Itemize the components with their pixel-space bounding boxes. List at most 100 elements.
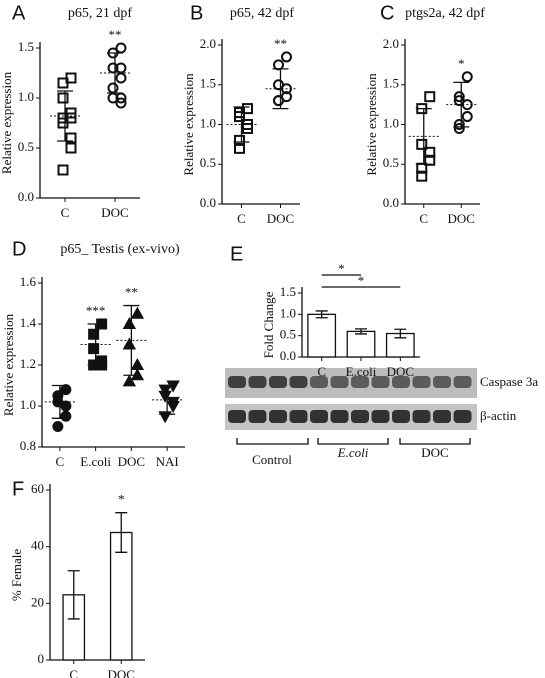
y-tick-label: 0.5 bbox=[383, 155, 399, 170]
blot-band bbox=[392, 376, 410, 388]
error-bar bbox=[233, 106, 250, 143]
x-tick-label: C bbox=[69, 667, 78, 678]
y-tick-label: 20 bbox=[31, 594, 44, 609]
error-bar bbox=[123, 304, 140, 376]
y-tick-label: 1.4 bbox=[20, 315, 37, 330]
error-bar bbox=[415, 107, 432, 165]
blot-band bbox=[433, 376, 451, 388]
data-point bbox=[273, 95, 284, 107]
y-tick-label: 0.5 bbox=[280, 327, 296, 342]
y-tick-label: 1.6 bbox=[20, 274, 37, 289]
blot-row-label: β-actin bbox=[480, 408, 517, 423]
y-tick-label: 0.0 bbox=[200, 195, 216, 210]
error-bar bbox=[115, 512, 128, 553]
chart-title: ptgs2a, 42 dpf bbox=[405, 6, 485, 21]
blot-band bbox=[330, 376, 349, 388]
y-tick-label: 1.0 bbox=[383, 115, 399, 130]
data-point bbox=[122, 374, 137, 387]
data-point bbox=[453, 119, 465, 130]
error-bar bbox=[315, 310, 328, 319]
y-tick-label: 1.5 bbox=[280, 284, 296, 299]
y-tick-label: 0.0 bbox=[280, 348, 296, 363]
panel-letter: B bbox=[190, 2, 203, 24]
blot-band bbox=[371, 410, 390, 423]
significance-label: ** bbox=[274, 36, 287, 51]
data-point bbox=[115, 97, 127, 109]
group-bracket bbox=[399, 438, 471, 445]
error-bar bbox=[272, 68, 289, 110]
significance-label: * bbox=[338, 261, 345, 276]
data-point bbox=[60, 400, 72, 412]
significance-label: ** bbox=[125, 285, 138, 300]
error-bar bbox=[394, 328, 407, 339]
data-point bbox=[130, 357, 145, 370]
x-tick-label: DOC bbox=[108, 667, 135, 678]
x-tick-label: DOC bbox=[448, 211, 475, 226]
x-tick-label: C bbox=[419, 211, 428, 226]
data-point bbox=[453, 122, 465, 134]
error-bar bbox=[67, 570, 80, 620]
y-tick-label: 40 bbox=[31, 538, 44, 553]
data-point bbox=[60, 410, 72, 422]
data-point bbox=[416, 170, 428, 182]
data-point bbox=[234, 111, 245, 123]
data-point bbox=[234, 142, 245, 154]
data-point bbox=[461, 111, 473, 123]
axis bbox=[41, 277, 185, 448]
blot-band bbox=[330, 410, 349, 423]
data-point bbox=[242, 122, 253, 134]
panel-letter: F bbox=[12, 478, 24, 500]
data-point bbox=[424, 91, 436, 103]
y-tick-label: 1.2 bbox=[20, 356, 36, 371]
blot-band bbox=[412, 376, 431, 388]
blot-band bbox=[269, 410, 287, 423]
panel-letter: D bbox=[12, 238, 26, 260]
y-tick-label: 0.8 bbox=[20, 438, 36, 453]
data-point bbox=[88, 343, 100, 355]
y-tick-label: 1.5 bbox=[383, 76, 399, 91]
x-tick-label: DOC bbox=[118, 454, 145, 469]
blot-band bbox=[433, 410, 451, 423]
data-point bbox=[60, 384, 72, 396]
significance-label: ** bbox=[109, 27, 122, 42]
error-bar bbox=[51, 384, 68, 419]
data-point bbox=[416, 138, 428, 150]
x-tick-label: DOC bbox=[387, 364, 414, 379]
data-point bbox=[166, 401, 180, 414]
data-point bbox=[130, 306, 145, 319]
y-axis-label: % Female bbox=[9, 549, 24, 602]
data-point bbox=[273, 59, 284, 71]
blot-band bbox=[392, 410, 410, 423]
y-tick-label: 2.0 bbox=[383, 36, 399, 51]
blot-group-label: E.coli bbox=[337, 445, 369, 460]
blot-band bbox=[228, 410, 246, 423]
error-bar bbox=[355, 328, 367, 335]
x-tick-label: C bbox=[56, 454, 65, 469]
significance-label: * bbox=[458, 56, 465, 71]
axis bbox=[221, 39, 300, 205]
blot-band bbox=[351, 376, 369, 388]
y-tick-label: 1.0 bbox=[18, 89, 34, 104]
significance-label: * bbox=[358, 273, 365, 288]
y-axis-label: Relative expression bbox=[181, 73, 196, 176]
error-bar bbox=[159, 384, 176, 415]
y-axis-label: Relative expression bbox=[1, 313, 16, 416]
bar bbox=[307, 313, 337, 358]
error-bar bbox=[87, 323, 104, 366]
x-tick-label: C bbox=[61, 205, 70, 220]
x-tick-label: E.coli bbox=[346, 364, 377, 379]
x-tick-label: E.coli bbox=[80, 454, 111, 469]
blot-group-label: DOC bbox=[421, 445, 448, 460]
y-tick-label: 1.5 bbox=[200, 76, 216, 91]
y-axis-label: Relative expression bbox=[364, 73, 379, 176]
x-tick-label: DOC bbox=[267, 211, 294, 226]
blot-band bbox=[412, 410, 431, 423]
blot-band bbox=[371, 376, 390, 388]
blot-band bbox=[310, 410, 328, 423]
data-point bbox=[52, 421, 64, 432]
data-point bbox=[115, 72, 127, 84]
panel-letter: E bbox=[230, 243, 243, 265]
bar bbox=[346, 330, 376, 358]
y-tick-label: 0.5 bbox=[200, 155, 216, 170]
